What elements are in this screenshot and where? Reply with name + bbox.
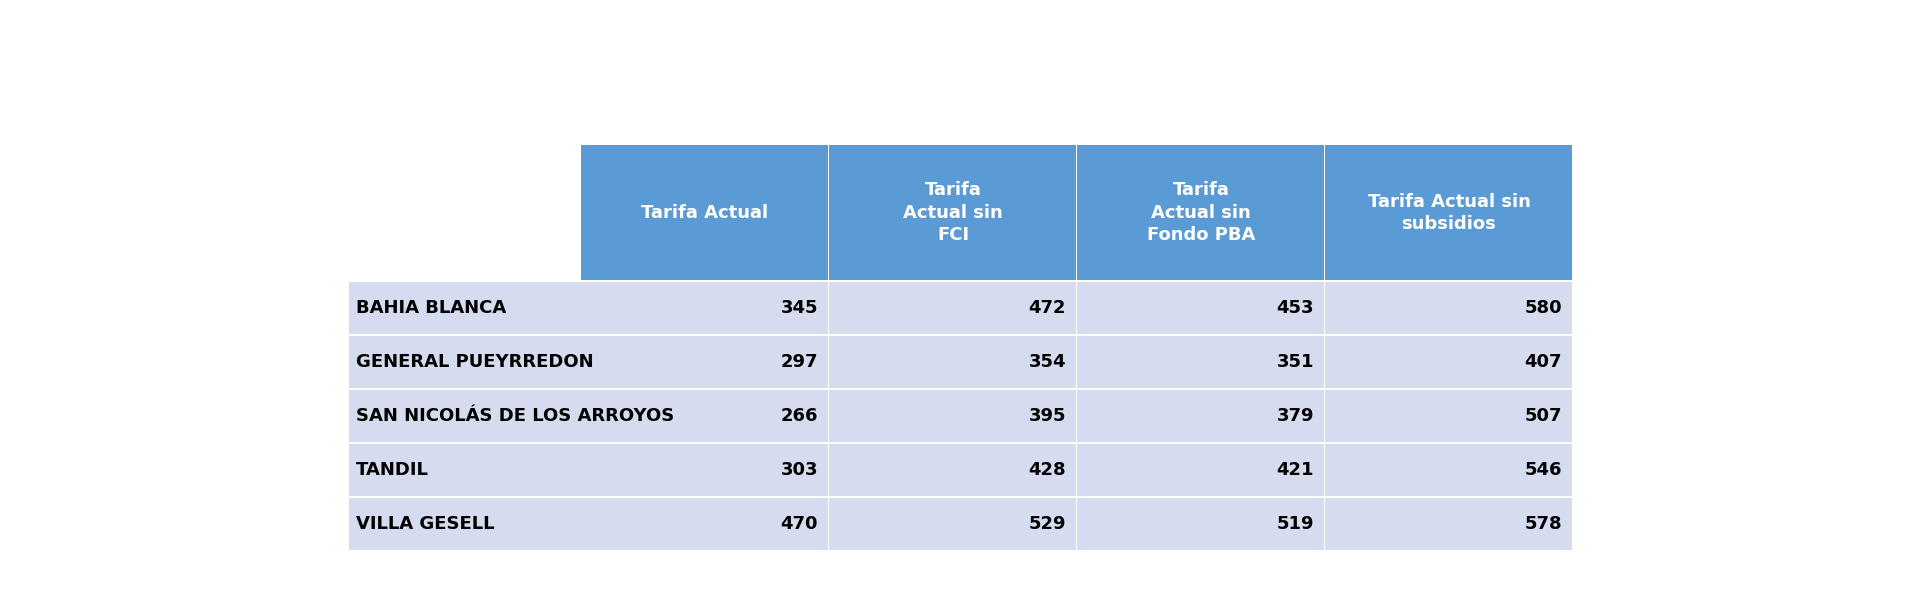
Bar (349, 444, 582, 496)
Text: Tarifa Actual: Tarifa Actual (641, 204, 768, 222)
Text: SAN NICOLÁS DE LOS ARROYOS: SAN NICOLÁS DE LOS ARROYOS (357, 407, 674, 425)
Text: Tarifa
Actual sin
FCI: Tarifa Actual sin FCI (902, 182, 1002, 244)
Bar (829, 498, 1077, 549)
Bar (1077, 498, 1325, 549)
Text: Tarifa Actual sin
subsidios: Tarifa Actual sin subsidios (1367, 192, 1530, 233)
Bar (582, 390, 828, 442)
Bar (1077, 282, 1325, 334)
Bar (349, 336, 582, 388)
Bar (829, 444, 1077, 496)
Text: 519: 519 (1277, 514, 1313, 532)
Text: 507: 507 (1524, 407, 1563, 425)
Bar (582, 498, 828, 549)
Bar (1325, 145, 1572, 280)
Text: 345: 345 (781, 299, 818, 317)
Bar (1077, 390, 1325, 442)
Text: 529: 529 (1029, 514, 1066, 532)
Text: 297: 297 (781, 353, 818, 371)
Bar (349, 282, 582, 334)
Bar (1325, 336, 1572, 388)
Text: GENERAL PUEYRREDON: GENERAL PUEYRREDON (357, 353, 593, 371)
Text: 472: 472 (1029, 299, 1066, 317)
Text: VILLA GESELL: VILLA GESELL (357, 514, 495, 532)
Bar (582, 145, 828, 280)
Text: 421: 421 (1277, 461, 1313, 479)
Bar (829, 336, 1077, 388)
Bar (1325, 498, 1572, 549)
Bar (1325, 444, 1572, 496)
Bar (1077, 145, 1325, 280)
Text: 580: 580 (1524, 299, 1563, 317)
Text: 428: 428 (1029, 461, 1066, 479)
Text: BAHIA BLANCA: BAHIA BLANCA (357, 299, 507, 317)
Bar (349, 498, 582, 549)
Text: 578: 578 (1524, 514, 1563, 532)
Bar (1325, 282, 1572, 334)
Text: 453: 453 (1277, 299, 1313, 317)
Bar (582, 336, 828, 388)
Bar (1077, 336, 1325, 388)
Text: 266: 266 (781, 407, 818, 425)
Text: 303: 303 (781, 461, 818, 479)
Text: 379: 379 (1277, 407, 1313, 425)
Text: 546: 546 (1524, 461, 1563, 479)
Text: TANDIL: TANDIL (357, 461, 430, 479)
Bar (829, 282, 1077, 334)
Bar (1325, 390, 1572, 442)
Bar (829, 390, 1077, 442)
Text: 354: 354 (1029, 353, 1066, 371)
Bar (829, 145, 1077, 280)
Text: 351: 351 (1277, 353, 1313, 371)
Text: 395: 395 (1029, 407, 1066, 425)
Bar (1077, 444, 1325, 496)
Bar (582, 282, 828, 334)
Text: 470: 470 (781, 514, 818, 532)
Text: Tarifa
Actual sin
Fondo PBA: Tarifa Actual sin Fondo PBA (1146, 182, 1256, 244)
Bar (582, 444, 828, 496)
Text: 407: 407 (1524, 353, 1563, 371)
Bar (349, 390, 582, 442)
